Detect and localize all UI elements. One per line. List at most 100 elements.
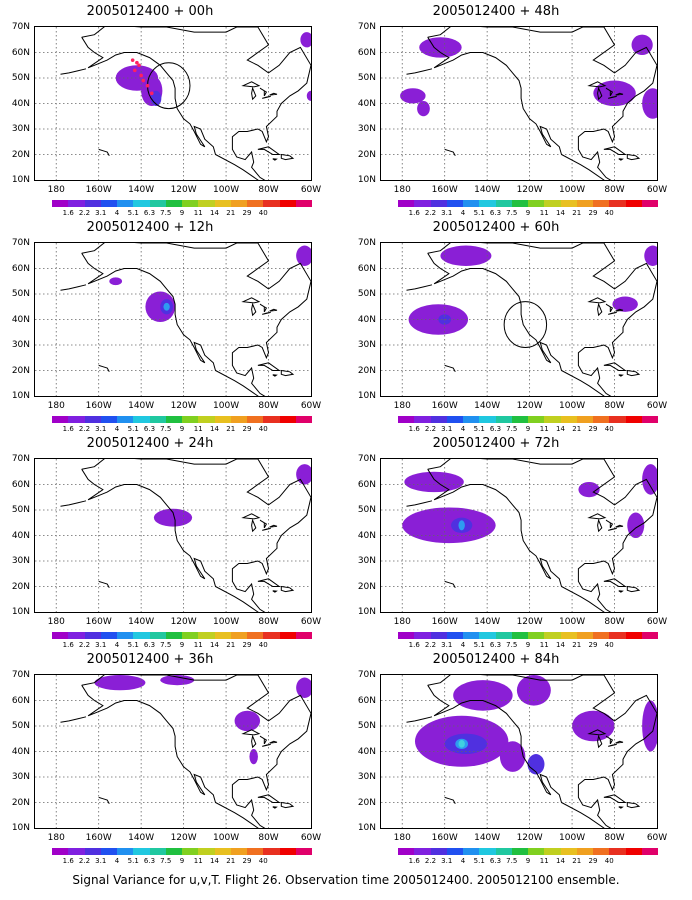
- variance-shading: [300, 32, 311, 48]
- island-outline: [626, 801, 641, 809]
- variance-shading: [402, 507, 496, 544]
- colorbar-swatch: [68, 848, 85, 855]
- latitude-tick-label: 10N: [11, 607, 30, 617]
- map-panel: 2005012400 + 36h 70N 60N 50N 40N 30N 20N 10N 180…: [0, 652, 321, 865]
- colorbar-swatch: [609, 416, 626, 423]
- island-outline: [626, 369, 641, 377]
- latitude-tick-label: 60N: [357, 263, 376, 274]
- colorbar-swatch: [247, 848, 264, 855]
- longitude-tick-label: 180: [47, 185, 65, 195]
- latitude-tick-label: 60N: [11, 695, 30, 706]
- latitude-tick-label: 10N: [11, 823, 30, 833]
- colorbar-swatch: [52, 848, 69, 855]
- colorbar-swatch: [295, 848, 312, 855]
- colorbar-label: 40: [258, 641, 268, 649]
- colorbar-label: 2.2: [78, 857, 91, 865]
- lake-outline: [608, 95, 617, 99]
- colorbar-swatch: [133, 632, 150, 639]
- longitude-tick-label: 100W: [213, 833, 240, 843]
- variance-shading: [642, 464, 657, 495]
- longitude-tick-label: 80W: [604, 617, 625, 627]
- observation-point: [149, 91, 154, 96]
- island-outline: [626, 585, 641, 593]
- observation-point: [135, 60, 139, 65]
- colorbar-label: 11: [539, 425, 549, 433]
- longitude-tick-label: 140W: [128, 401, 155, 411]
- variance-shading: [153, 508, 193, 527]
- colorbar-label: 21: [226, 425, 236, 433]
- colorbar-label: 1.6: [408, 425, 420, 433]
- map-area: [380, 26, 658, 181]
- latitude-tick-label: 50N: [357, 289, 376, 299]
- lake-outline: [605, 303, 614, 313]
- longitude-tick-label: 60W: [300, 401, 322, 411]
- island-outline: [60, 284, 87, 291]
- observation-point: [130, 58, 135, 62]
- colorbar-swatch: [430, 632, 447, 639]
- colorbar-label: 6.3: [143, 641, 156, 649]
- colorbar-label: 6.3: [143, 857, 156, 865]
- panel-title: 2005012400 + 24h: [86, 436, 214, 451]
- colorbar-swatch: [68, 632, 85, 639]
- longitude-tick-label: 140W: [128, 617, 155, 627]
- colorbar-label: 3.1: [95, 425, 107, 433]
- lake-outline: [587, 297, 607, 304]
- lake-outline: [262, 527, 271, 531]
- longitude-tick-label: 140W: [474, 185, 501, 195]
- longitude-tick-label: 160W: [85, 617, 112, 627]
- colorbar-swatch: [247, 632, 264, 639]
- colorbar-label: 7.5: [160, 857, 172, 865]
- colorbar-label: 4: [460, 425, 466, 433]
- colorbar-label: 5.1: [127, 641, 139, 649]
- colorbar-swatch: [198, 632, 215, 639]
- colorbar-swatch: [279, 200, 296, 207]
- colorbar: [398, 200, 658, 207]
- colorbar-swatch: [495, 632, 512, 639]
- colorbar: [52, 632, 312, 639]
- variance-shading: [145, 291, 176, 323]
- lake-outline: [615, 524, 624, 528]
- colorbar-swatch: [263, 416, 280, 423]
- colorbar-swatch: [495, 848, 512, 855]
- latitude-tick-label: 10N: [357, 391, 376, 401]
- colorbar-swatch: [398, 416, 415, 423]
- coastline: [81, 468, 259, 612]
- lake-outline: [605, 87, 614, 97]
- colorbar-swatch: [430, 416, 447, 423]
- lake-outline: [597, 302, 603, 317]
- colorbar-label: 7.5: [160, 425, 172, 433]
- longitude-tick-label: 180: [47, 833, 65, 843]
- colorbar-label: 2.2: [424, 425, 437, 433]
- colorbar-label: 9: [179, 209, 185, 217]
- colorbar-label: 29: [242, 857, 252, 865]
- colorbar-label: 40: [604, 641, 614, 649]
- colorbar-swatch: [414, 416, 431, 423]
- colorbar-swatch: [641, 200, 658, 207]
- colorbar-label: 4: [114, 641, 120, 649]
- island-outline: [618, 158, 624, 161]
- lake-outline: [259, 735, 268, 745]
- longitude-tick-label: 160W: [431, 833, 458, 843]
- colorbar-swatch: [479, 416, 496, 423]
- island-outline: [98, 796, 110, 805]
- colorbar-swatch: [593, 632, 610, 639]
- latitude-tick-label: 20N: [11, 149, 30, 160]
- colorbar: [52, 200, 312, 207]
- lake-outline: [269, 740, 278, 744]
- longitude-tick-label: 140W: [128, 185, 155, 195]
- variance-shading: [249, 748, 258, 765]
- latitude-tick-label: 50N: [357, 73, 376, 83]
- longitude-tick-label: 80W: [604, 401, 625, 411]
- colorbar-swatch: [641, 848, 658, 855]
- colorbar-label: 5.1: [127, 425, 139, 433]
- longitude-tick-label: 120W: [516, 185, 543, 195]
- lake-outline: [251, 734, 257, 749]
- colorbar-label: 21: [572, 641, 582, 649]
- longitude-tick-label: 100W: [559, 401, 586, 411]
- island-outline: [98, 364, 110, 373]
- colorbar-label: 29: [242, 425, 252, 433]
- latitude-tick-label: 60N: [11, 263, 30, 274]
- map-canvas: [381, 27, 657, 180]
- colorbar-swatch: [544, 200, 561, 207]
- colorbar-swatch: [165, 848, 182, 855]
